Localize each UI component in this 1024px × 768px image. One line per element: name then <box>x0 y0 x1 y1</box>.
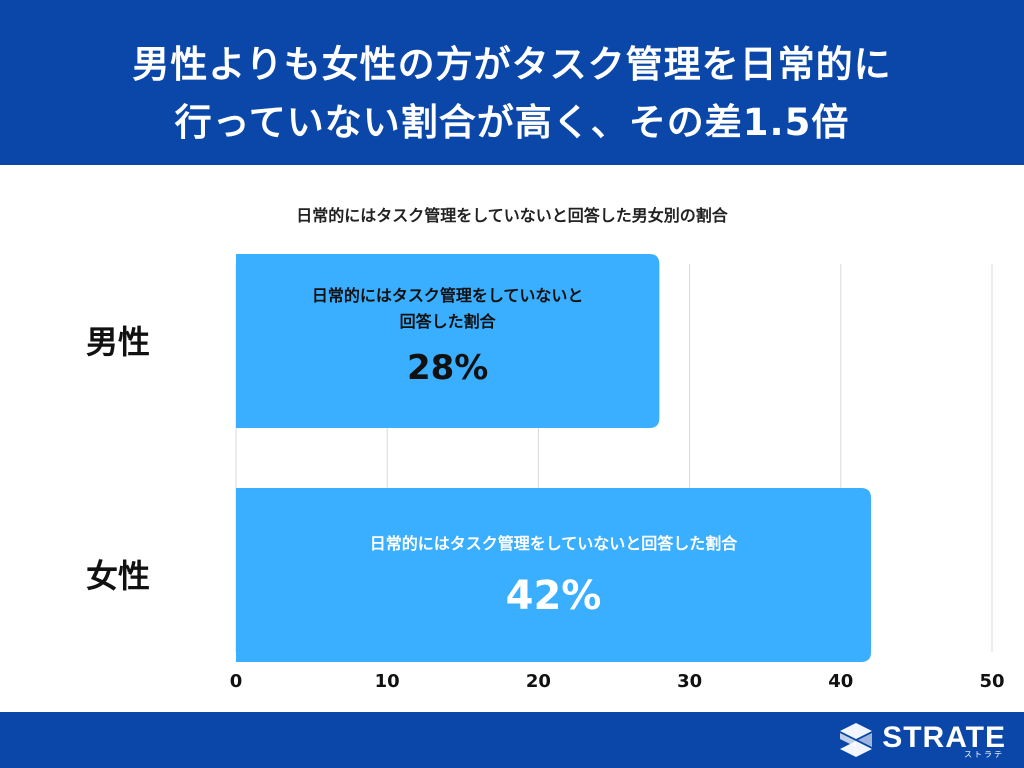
bar-1-value-label: 42% <box>506 573 602 619</box>
bar-0 <box>236 254 660 428</box>
page-title-line-1: 男性よりも女性の方がタスク管理を日常的に <box>132 43 892 86</box>
x-tick-30: 30 <box>677 671 702 692</box>
page-title-line-2: 行っていない割合が高く、その差1.5倍 <box>174 101 850 144</box>
category-label-0: 男性 <box>86 323 150 361</box>
logo-text: STRATE ストラテ <box>882 720 1006 760</box>
chart-title: 日常的にはタスク管理をしていないと回答した男女別の割合 <box>296 206 728 225</box>
footer-banner: STRATE ストラテ <box>0 712 1024 768</box>
header-banner: 男性よりも女性の方がタスク管理を日常的に 行っていない割合が高く、その差1.5倍 <box>0 0 1024 165</box>
bar-0-label-line-0: 日常的にはタスク管理をしていないと <box>312 286 584 305</box>
bar-1-label-line-0: 日常的にはタスク管理をしていないと回答した割合 <box>370 534 739 553</box>
bar-1 <box>236 488 872 662</box>
logo-name: STRATE <box>882 721 1006 754</box>
logo-subtitle: ストラテ <box>964 750 1004 759</box>
category-label-1: 女性 <box>86 557 150 595</box>
x-tick-20: 20 <box>526 671 551 692</box>
strate-logo[interactable]: STRATE ストラテ <box>838 720 1006 760</box>
bar-0-label-line-1: 回答した割合 <box>400 312 497 331</box>
bar-chart: 男性日常的にはタスク管理をしていないと回答した割合28%女性日常的にはタスク管理… <box>86 254 1005 692</box>
x-tick-10: 10 <box>375 671 400 692</box>
x-tick-50: 50 <box>979 671 1004 692</box>
x-tick-40: 40 <box>828 671 853 692</box>
strate-logo-icon <box>840 723 873 757</box>
bar-0-value-label: 28% <box>407 348 488 388</box>
x-tick-0: 0 <box>230 671 243 692</box>
